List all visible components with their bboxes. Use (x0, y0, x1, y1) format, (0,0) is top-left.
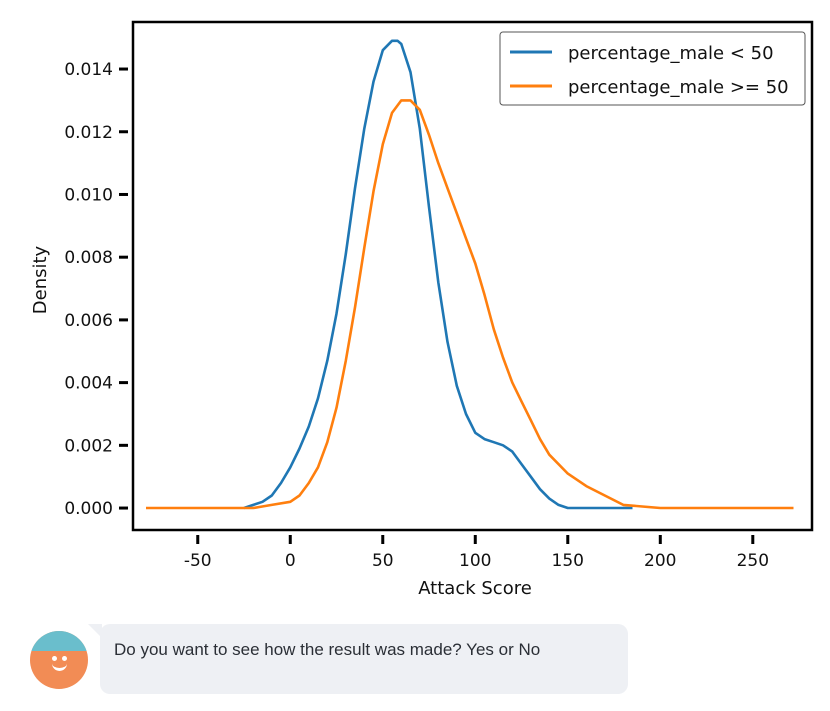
series-line-0 (243, 39, 633, 510)
density-chart: -50 0 50 100 150 200 250 0.0000.0020.0040.0060… (30, 20, 814, 599)
y-tick-label: 0.010 (64, 185, 113, 205)
y-tick-label: 0.004 (64, 374, 113, 394)
message-bubble: Do you want to see how the result was ma… (100, 624, 628, 694)
plot-border (131, 20, 814, 532)
x-tick-label: 200 (644, 551, 676, 571)
x-tick-label: -50 (184, 551, 212, 571)
message-text: Do you want to see how the result was ma… (114, 640, 541, 659)
legend-box (499, 31, 806, 106)
x-tick-label: 100 (459, 551, 491, 571)
y-tick-label: 0.014 (64, 60, 113, 80)
bot-avatar (30, 631, 88, 689)
x-axis-ticks: -50 0 50 100 150 200 250 (184, 535, 769, 571)
avatar-smile (52, 663, 67, 671)
bubble-tail (88, 624, 102, 638)
x-tick-label: 250 (737, 551, 769, 571)
legend-label-1: percentage_male >= 50 (568, 77, 789, 98)
x-tick-label: 150 (552, 551, 584, 571)
x-tick-label: 0 (285, 551, 296, 571)
x-tick-label: 50 (372, 551, 394, 571)
y-tick-label: 0.000 (64, 499, 113, 519)
avatar-eye-left (52, 656, 57, 661)
y-axis-ticks: 0.000 0.002 0.004 0.006 0.008 0.010 0.012 0.014 (64, 60, 128, 519)
series-lines (146, 39, 794, 510)
chat-message: Do you want to see how the result was ma… (30, 624, 630, 696)
series-line-1 (146, 99, 794, 510)
y-tick-label: 0.008 (64, 248, 113, 268)
y-tick-label: 0.012 (64, 123, 113, 143)
avatar-eye-right (62, 656, 67, 661)
plot-frame (131, 20, 814, 532)
y-tick-label: 0.002 (64, 436, 113, 456)
legend: percentage_male < 50 percentage_male >= … (499, 31, 806, 106)
y-axis-label: Density (30, 245, 51, 314)
x-axis-label: Attack Score (418, 578, 532, 599)
avatar-accent (30, 631, 88, 651)
legend-label-0: percentage_male < 50 (568, 43, 774, 64)
y-tick-label: 0.006 (64, 311, 113, 331)
